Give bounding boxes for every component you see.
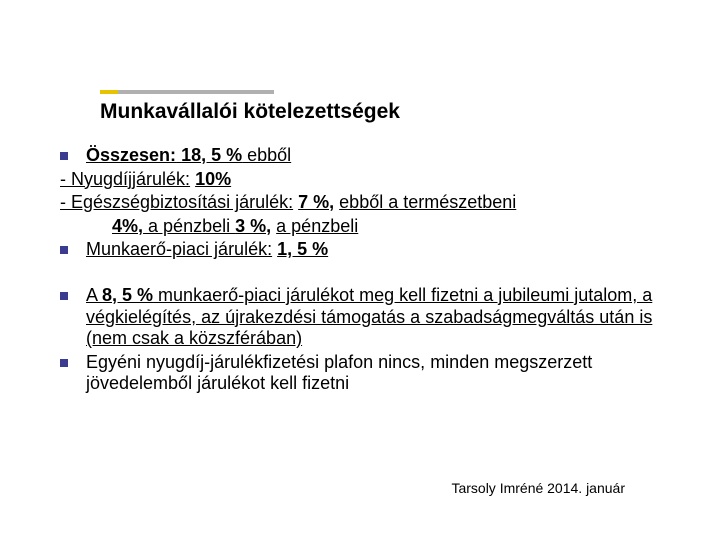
- list-item-text: Egyéni nyugdíj-járulékfizetési plafon ni…: [86, 352, 680, 395]
- rule-accent-yellow: [100, 90, 118, 94]
- continuation-line: 4%, a pénzbeli 3 %, a pénzbeli: [112, 216, 680, 238]
- bullet-square-icon: [60, 152, 68, 160]
- dash-item: - Nyugdíjjárulék: 10%: [60, 169, 680, 191]
- title-row: Munkavállalói kötelezettségek: [100, 90, 680, 124]
- title-rule: [100, 90, 274, 94]
- list-item: Egyéni nyugdíj-járulékfizetési plafon ni…: [60, 352, 680, 395]
- list-item: A 8, 5 % munkaerő-piaci járulékot meg ke…: [60, 285, 680, 350]
- content-body: Összesen: 18, 5 % ebből- Nyugdíjjárulék:…: [60, 145, 680, 397]
- dash-item: - Egészségbiztosítási járulék: 7 %, ebbő…: [60, 192, 680, 214]
- rule-accent-gray: [118, 90, 274, 94]
- bullet-square-icon: [60, 292, 68, 300]
- page-title: Munkavállalói kötelezettségek: [100, 100, 680, 124]
- list-item-text: Összesen: 18, 5 % ebből: [86, 145, 291, 167]
- paragraph-gap: [60, 263, 680, 285]
- list-item-text: A 8, 5 % munkaerő-piaci járulékot meg ke…: [86, 285, 680, 350]
- bullet-square-icon: [60, 246, 68, 254]
- slide: Munkavállalói kötelezettségek Összesen: …: [0, 0, 720, 540]
- list-item: Összesen: 18, 5 % ebből: [60, 145, 680, 167]
- list-item-text: Munkaerő-piaci járulék: 1, 5 %: [86, 239, 328, 261]
- footer-text: Tarsoly Imréné 2014. január: [451, 480, 625, 496]
- list-item: Munkaerő-piaci járulék: 1, 5 %: [60, 239, 680, 261]
- bullet-square-icon: [60, 359, 68, 367]
